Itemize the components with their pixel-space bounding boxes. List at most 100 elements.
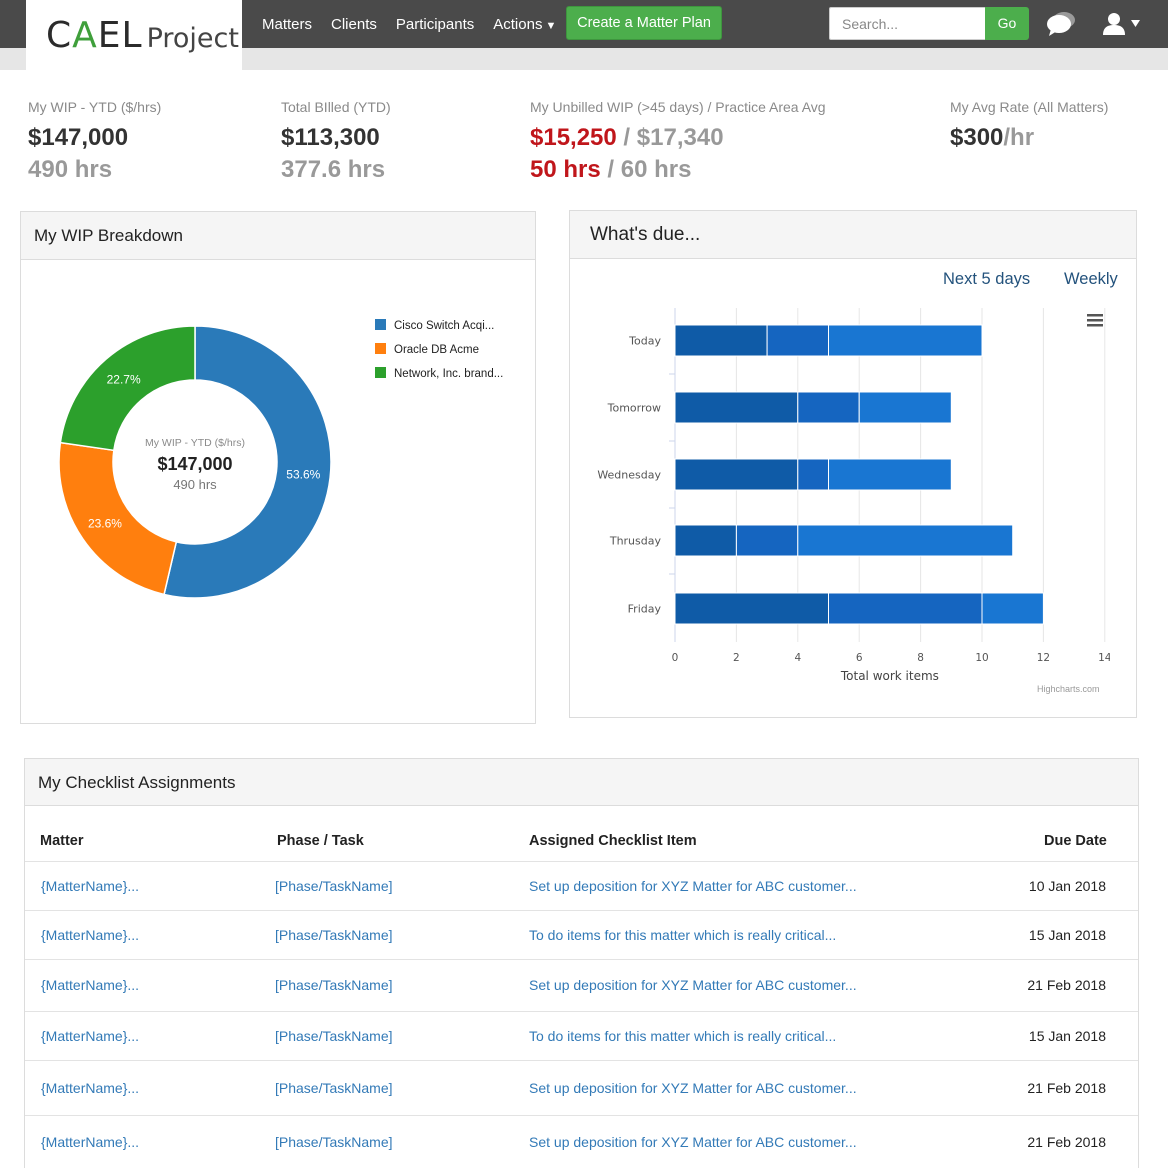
bar-segment[interactable] (797, 458, 830, 491)
chart-menu-icon[interactable] (1085, 312, 1105, 328)
nav-participants[interactable]: Participants (395, 15, 475, 33)
donut-center-amount: $147,000 (157, 454, 233, 474)
matter-link[interactable]: {MatterName}... (41, 977, 140, 993)
wip-donut-chart: 53.6% 23.6% 22.7% (58, 325, 332, 599)
kpi-amount: $147,000 (28, 124, 129, 151)
phase-task-link[interactable]: [Phase/TaskName] (275, 1080, 393, 1096)
kpi-amount: $113,300 (281, 124, 380, 151)
logo-main-text: CAEL (46, 15, 143, 56)
chart-credit[interactable]: Highcharts.com (1037, 684, 1100, 694)
search-go-button[interactable]: Go (985, 7, 1029, 40)
phase-task-link[interactable]: [Phase/TaskName] (275, 927, 393, 943)
bar-segment[interactable] (674, 391, 799, 424)
kpi-label: My WIP - YTD ($/hrs) (28, 99, 162, 115)
due-date: 21 Feb 2018 (1027, 1134, 1106, 1150)
kpi-unbilled-wip: My Unbilled WIP (>45 days) / Practice Ar… (530, 99, 826, 184)
nav-actions-dropdown[interactable]: Actions ▼ (493, 16, 556, 33)
chat-icon[interactable] (1046, 10, 1078, 38)
legend-item-oracle[interactable]: Oracle DB Acme (375, 343, 479, 356)
matter-link[interactable]: {MatterName}... (41, 878, 140, 894)
kpi-hours-mine: 50 hrs (530, 156, 601, 183)
category-label: Tomorrow (607, 402, 661, 415)
checklist-item-link[interactable]: Set up deposition for XYZ Matter for ABC… (529, 977, 857, 993)
bar-segment[interactable] (674, 524, 737, 557)
phase-task-link[interactable]: [Phase/TaskName] (275, 1134, 393, 1150)
column-header-matter[interactable]: Matter (40, 833, 84, 849)
phase-task-link[interactable]: [Phase/TaskName] (275, 878, 393, 894)
slice-cisco[interactable] (163, 325, 332, 599)
kpi-separator: / (600, 156, 621, 183)
checklist-item-link[interactable]: Set up deposition for XYZ Matter for ABC… (529, 1134, 857, 1150)
bar-segment[interactable] (981, 592, 1044, 625)
matter-link[interactable]: {MatterName}... (41, 1080, 140, 1096)
slice-network[interactable] (59, 325, 196, 452)
create-matter-plan-button[interactable]: Create a Matter Plan (566, 6, 722, 40)
tab-weekly[interactable]: Weekly (1064, 270, 1118, 288)
kpi-amount-mine: $15,250 (530, 124, 617, 151)
category-label: Friday (628, 603, 662, 616)
kpi-label: Total BIlled (YTD) (281, 99, 391, 115)
bar-segment[interactable] (828, 592, 983, 625)
x-tick-label: 14 (1098, 652, 1110, 664)
tab-next-5-days[interactable]: Next 5 days (943, 270, 1031, 288)
kpi-rate-amount: $300 (950, 124, 1004, 151)
kpi-rate-unit: /hr (1003, 124, 1035, 151)
checklist-item-link[interactable]: Set up deposition for XYZ Matter for ABC… (529, 878, 857, 894)
x-tick-label: 8 (917, 652, 924, 664)
row-divider (25, 910, 1138, 911)
x-tick-label: 0 (672, 652, 679, 664)
bar-segment[interactable] (674, 592, 829, 625)
checklist-item-link[interactable]: To do items for this matter which is rea… (529, 1028, 837, 1044)
bar-segment[interactable] (674, 324, 768, 357)
bar-segment[interactable] (858, 391, 952, 424)
phase-task-link[interactable]: [Phase/TaskName] (275, 1028, 393, 1044)
legend-swatch (375, 319, 386, 330)
bar-segment[interactable] (797, 391, 860, 424)
bar-segment[interactable] (766, 324, 830, 357)
x-axis-title: Total work items (840, 669, 939, 683)
kpi-label: My Avg Rate (All Matters) (950, 99, 1109, 115)
due-date: 10 Jan 2018 (1028, 878, 1106, 894)
column-header-due-date[interactable]: Due Date (1044, 833, 1107, 849)
slice-data-label: 53.6% (286, 467, 320, 481)
donut-center-hours: 490 hrs (173, 477, 217, 492)
checklist-item-link[interactable]: To do items for this matter which is rea… (529, 927, 837, 943)
kpi-hours: 50 hrs / 60 hrs (530, 156, 826, 184)
x-tick-label: 12 (1037, 652, 1050, 664)
row-divider (25, 1011, 1138, 1012)
legend-item-cisco[interactable]: Cisco Switch Acqi... (375, 319, 494, 332)
bar-segment[interactable] (828, 458, 952, 491)
user-menu-icon[interactable] (1102, 11, 1142, 37)
legend-label: Network, Inc. brand... (394, 368, 504, 380)
slice-data-label: 22.7% (107, 373, 141, 387)
column-header-phase-task[interactable]: Phase / Task (277, 833, 364, 849)
legend-label: Oracle DB Acme (394, 344, 479, 356)
checklist-item-link[interactable]: Set up deposition for XYZ Matter for ABC… (529, 1080, 857, 1096)
x-tick-label: 10 (975, 652, 988, 664)
column-header-checklist-item[interactable]: Assigned Checklist Item (529, 833, 697, 849)
panel-title: My WIP Breakdown (21, 212, 535, 260)
matter-link[interactable]: {MatterName}... (41, 1134, 140, 1150)
legend-swatch (375, 367, 386, 378)
row-divider (25, 1115, 1138, 1116)
matter-link[interactable]: {MatterName}... (41, 927, 140, 943)
x-tick-label: 4 (794, 652, 801, 664)
kpi-hours-avg: 60 hrs (620, 156, 692, 183)
kpi-hours: 377.6 hrs (281, 156, 386, 183)
search-input[interactable] (829, 7, 985, 40)
kpi-total-billed: Total BIlled (YTD) $113,300 377.6 hrs (281, 99, 391, 184)
matter-link[interactable]: {MatterName}... (41, 1028, 140, 1044)
kpi-label: My Unbilled WIP (>45 days) / Practice Ar… (530, 99, 826, 115)
nav-matters[interactable]: Matters (262, 15, 313, 33)
bar-segment[interactable] (828, 324, 983, 357)
bar-segment[interactable] (797, 524, 1014, 557)
legend-item-network[interactable]: Network, Inc. brand... (375, 367, 503, 380)
bar-segment[interactable] (735, 524, 799, 557)
bar-segment[interactable] (674, 458, 799, 491)
kpi-avg-rate: My Avg Rate (All Matters) $300/hr (950, 99, 1108, 152)
phase-task-link[interactable]: [Phase/TaskName] (275, 977, 393, 993)
due-date: 15 Jan 2018 (1028, 1028, 1106, 1044)
nav-clients[interactable]: Clients (331, 15, 377, 33)
checklist-panel: My Checklist Assignments (24, 758, 1139, 1168)
logo[interactable]: CAEL Project (26, 0, 242, 70)
